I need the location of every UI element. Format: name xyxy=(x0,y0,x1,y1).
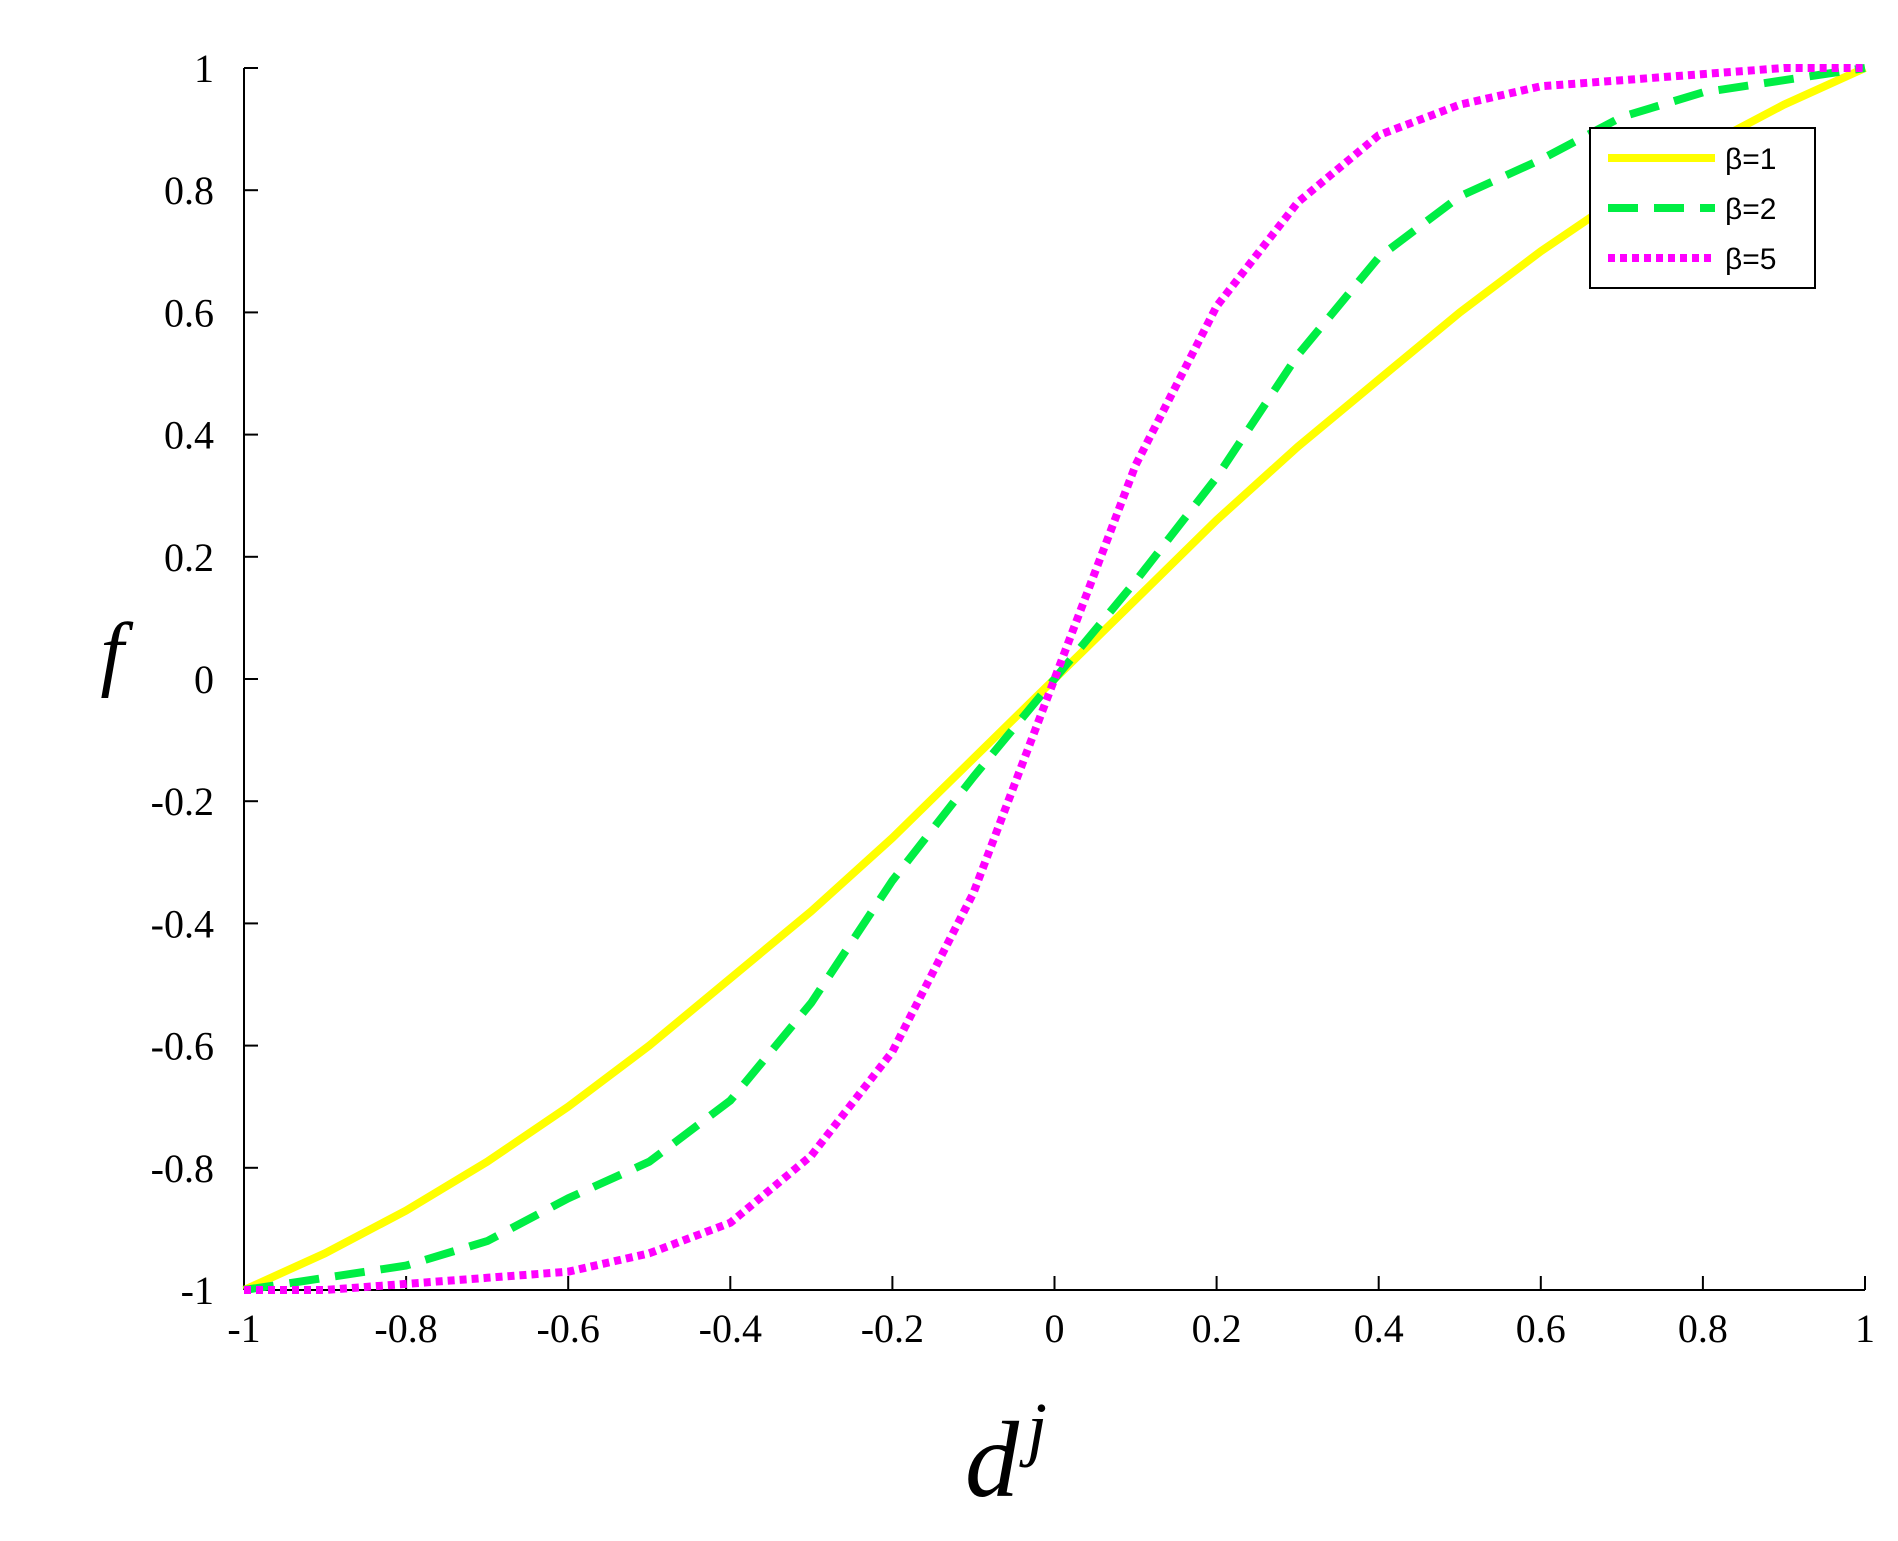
y-tick-label: 0.4 xyxy=(164,413,214,458)
x-tick-label: -0.8 xyxy=(374,1306,437,1351)
legend: β=1 β=2 β=5 xyxy=(1589,127,1816,289)
y-tick-label: 0.6 xyxy=(164,290,214,335)
x-tick-label: 0 xyxy=(1045,1306,1065,1351)
x-tick-label: -1 xyxy=(227,1306,260,1351)
y-tick-label: -0.6 xyxy=(151,1024,214,1069)
x-tick-label: 0.2 xyxy=(1192,1306,1242,1351)
y-tick-label: 1 xyxy=(194,46,214,91)
axes xyxy=(243,67,1866,1291)
y-tick-label: 0.2 xyxy=(164,535,214,580)
x-axis-label-base: d xyxy=(965,1401,1020,1520)
x-tick-label: -0.4 xyxy=(699,1306,762,1351)
x-tick-label: 1 xyxy=(1855,1306,1875,1351)
y-tick-label: -1 xyxy=(181,1268,214,1313)
y-tick-label: -0.8 xyxy=(151,1146,214,1191)
legend-label: β=1 xyxy=(1725,143,1776,176)
x-tick-label: 0.4 xyxy=(1354,1306,1404,1351)
y-tick-label: 0.8 xyxy=(164,168,214,213)
y-tick-label: -0.2 xyxy=(151,779,214,824)
y-tick-label: 0 xyxy=(194,657,214,702)
legend-label: β=5 xyxy=(1725,243,1776,276)
legend-label: β=2 xyxy=(1725,193,1776,226)
series-line-beta-3 xyxy=(244,64,1865,1294)
y-tick-label: -0.4 xyxy=(151,901,214,946)
tick-labels: -1 -0.8 -0.6 -0.4 -0.2 0 0.2 0.4 0.6 0.8 1 1 0.8 0.6 0… xyxy=(151,46,1875,1351)
x-tick-label: 0.6 xyxy=(1516,1306,1566,1351)
x-tick-label: -0.2 xyxy=(861,1306,924,1351)
x-tick-label: -0.6 xyxy=(537,1306,600,1351)
x-tick-label: 0.8 xyxy=(1678,1306,1728,1351)
